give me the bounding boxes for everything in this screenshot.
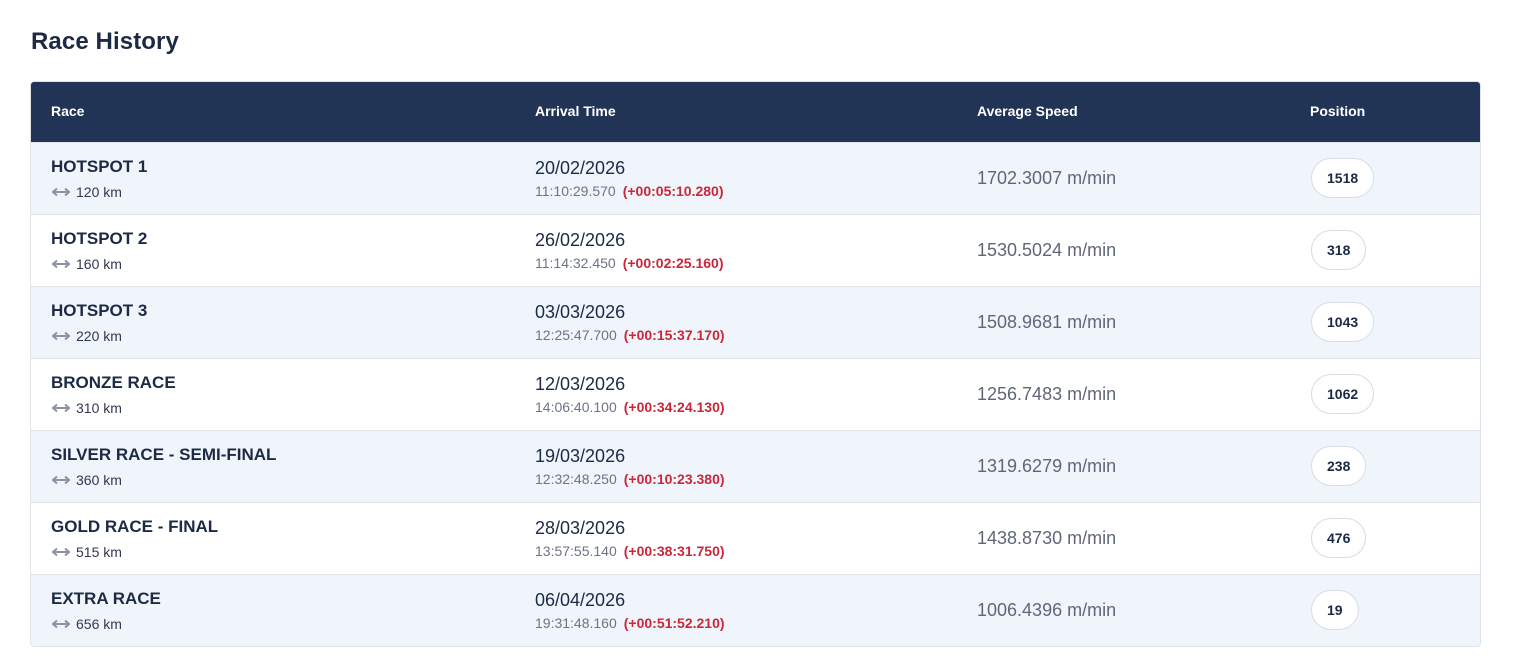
- position-badge: 476: [1311, 518, 1367, 558]
- arrival-date: 12/03/2026: [535, 374, 626, 394]
- page-title: Race History: [31, 28, 179, 55]
- double-arrow-icon: [51, 187, 71, 197]
- arrival-date: 03/03/2026: [535, 302, 626, 322]
- race-name: HOTSPOT 3: [51, 301, 148, 320]
- race-distance-value: 160 km: [76, 256, 122, 272]
- table-row[interactable]: HOTSPOT 2 160 km 26/02/2026 11:14:32.450…: [31, 214, 1480, 286]
- average-speed: 1006.4396 m/min: [977, 600, 1117, 620]
- header-position: Position: [1310, 103, 1366, 119]
- average-speed: 1256.7483 m/min: [977, 384, 1117, 404]
- race-distance: 220 km: [51, 328, 122, 344]
- arrival-time-line: 12:25:47.700 (+00:15:37.170): [535, 327, 725, 343]
- table-row[interactable]: HOTSPOT 1 120 km 20/02/2026 11:10:29.570…: [31, 142, 1480, 214]
- time-gap: (+00:34:24.130): [623, 399, 725, 415]
- race-name: SILVER RACE - SEMI-FINAL: [51, 445, 277, 464]
- position-badge: 19: [1311, 590, 1359, 630]
- race-distance-value: 656 km: [76, 616, 122, 632]
- double-arrow-icon: [51, 547, 71, 557]
- table-row[interactable]: HOTSPOT 3 220 km 03/03/2026 12:25:47.700…: [31, 286, 1480, 358]
- double-arrow-icon: [51, 619, 71, 629]
- race-distance: 160 km: [51, 256, 122, 272]
- arrival-time-line: 13:57:55.140 (+00:38:31.750): [535, 543, 725, 559]
- arrival-time: 13:57:55.140: [535, 543, 617, 559]
- position-badge: 1062: [1311, 374, 1375, 414]
- race-distance: 120 km: [51, 184, 122, 200]
- arrival-time: 12:32:48.250: [535, 471, 617, 487]
- table-row[interactable]: EXTRA RACE 656 km 06/04/2026 19:31:48.16…: [31, 574, 1480, 646]
- race-name: HOTSPOT 2: [51, 229, 148, 248]
- header-race: Race: [51, 103, 85, 119]
- race-distance-value: 220 km: [76, 328, 122, 344]
- race-name: EXTRA RACE: [51, 589, 161, 608]
- race-distance: 310 km: [51, 400, 122, 416]
- arrival-time: 19:31:48.160: [535, 615, 617, 631]
- arrival-time-line: 19:31:48.160 (+00:51:52.210): [535, 615, 725, 631]
- arrival-time-line: 11:10:29.570 (+00:05:10.280): [535, 183, 724, 199]
- average-speed: 1508.9681 m/min: [977, 312, 1117, 332]
- arrival-date: 06/04/2026: [535, 590, 626, 610]
- average-speed: 1319.6279 m/min: [977, 456, 1117, 476]
- arrival-date: 19/03/2026: [535, 446, 626, 466]
- race-name: BRONZE RACE: [51, 373, 176, 392]
- time-gap: (+00:51:52.210): [623, 615, 725, 631]
- double-arrow-icon: [51, 475, 71, 485]
- table-header: Race Arrival Time Average Speed Position: [31, 82, 1480, 142]
- arrival-date: 28/03/2026: [535, 518, 626, 538]
- double-arrow-icon: [51, 259, 71, 269]
- header-arrival-time: Arrival Time: [535, 103, 616, 119]
- time-gap: (+00:38:31.750): [623, 543, 725, 559]
- arrival-date: 20/02/2026: [535, 158, 626, 178]
- position-badge: 318: [1311, 230, 1367, 270]
- table-body: HOTSPOT 1 120 km 20/02/2026 11:10:29.570…: [31, 142, 1480, 646]
- position-badge: 1043: [1311, 302, 1375, 342]
- header-average-speed: Average Speed: [977, 103, 1078, 119]
- position-badge: 1518: [1311, 158, 1375, 198]
- race-distance-value: 360 km: [76, 472, 122, 488]
- arrival-time-line: 12:32:48.250 (+00:10:23.380): [535, 471, 725, 487]
- arrival-time: 11:10:29.570: [535, 183, 616, 199]
- double-arrow-icon: [51, 331, 71, 341]
- arrival-time: 12:25:47.700: [535, 327, 617, 343]
- table-row[interactable]: BRONZE RACE 310 km 12/03/2026 14:06:40.1…: [31, 358, 1480, 430]
- average-speed: 1702.3007 m/min: [977, 168, 1117, 188]
- race-distance-value: 515 km: [76, 544, 122, 560]
- position-badge: 238: [1311, 446, 1367, 486]
- arrival-time: 11:14:32.450: [535, 255, 616, 271]
- average-speed: 1530.5024 m/min: [977, 240, 1117, 260]
- table-row[interactable]: SILVER RACE - SEMI-FINAL 360 km 19/03/20…: [31, 430, 1480, 502]
- average-speed: 1438.8730 m/min: [977, 528, 1117, 548]
- double-arrow-icon: [51, 403, 71, 413]
- time-gap: (+00:10:23.380): [623, 471, 725, 487]
- race-name: HOTSPOT 1: [51, 157, 148, 176]
- race-distance: 515 km: [51, 544, 122, 560]
- time-gap: (+00:15:37.170): [623, 327, 725, 343]
- arrival-date: 26/02/2026: [535, 230, 626, 250]
- time-gap: (+00:02:25.160): [622, 255, 724, 271]
- race-name: GOLD RACE - FINAL: [51, 517, 219, 536]
- race-history-table: Race Arrival Time Average Speed Position…: [30, 81, 1481, 647]
- table-row[interactable]: GOLD RACE - FINAL 515 km 28/03/2026 13:5…: [31, 502, 1480, 574]
- arrival-time-line: 14:06:40.100 (+00:34:24.130): [535, 399, 725, 415]
- arrival-time: 14:06:40.100: [535, 399, 617, 415]
- race-distance: 360 km: [51, 472, 122, 488]
- race-distance-value: 310 km: [76, 400, 122, 416]
- race-distance: 656 km: [51, 616, 122, 632]
- time-gap: (+00:05:10.280): [622, 183, 724, 199]
- arrival-time-line: 11:14:32.450 (+00:02:25.160): [535, 255, 724, 271]
- race-distance-value: 120 km: [76, 184, 122, 200]
